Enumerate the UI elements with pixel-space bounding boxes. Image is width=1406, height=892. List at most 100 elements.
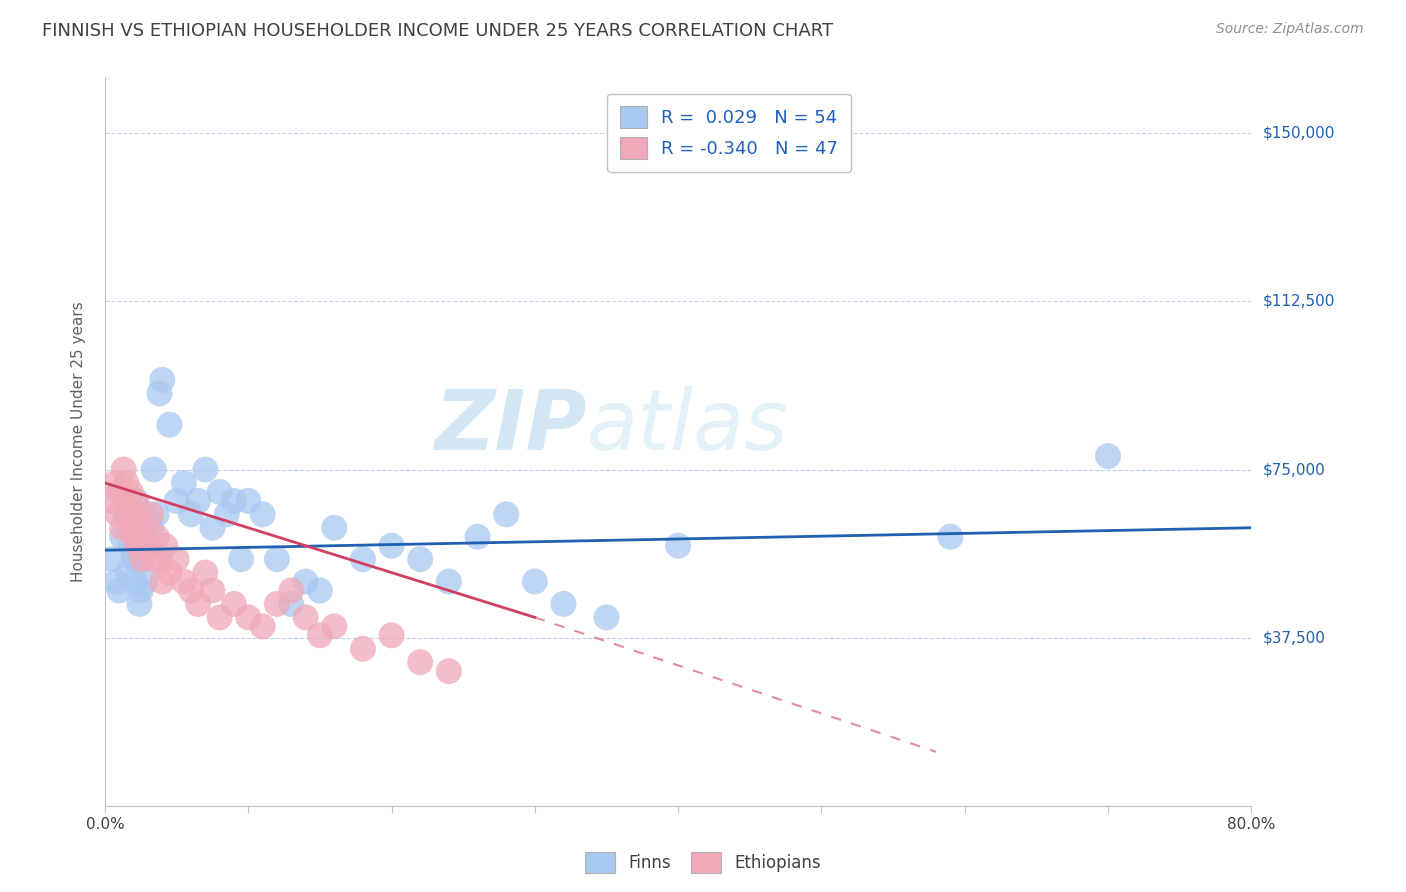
Point	[142, 462, 165, 476]
Point	[187, 494, 209, 508]
Point	[238, 494, 260, 508]
Point	[139, 521, 162, 535]
Point	[309, 583, 332, 598]
Point	[208, 484, 231, 499]
Point	[107, 508, 129, 522]
Point	[117, 566, 139, 580]
Point	[108, 484, 131, 499]
Point	[128, 508, 150, 522]
Point	[117, 508, 139, 522]
Point	[124, 574, 146, 589]
Legend: R =  0.029   N = 54, R = -0.340   N = 47: R = 0.029 N = 54, R = -0.340 N = 47	[607, 94, 851, 172]
Point	[409, 655, 432, 669]
Point	[194, 566, 217, 580]
Point	[229, 552, 252, 566]
Point	[194, 462, 217, 476]
Point	[939, 530, 962, 544]
Point	[222, 494, 245, 508]
Point	[136, 539, 159, 553]
Point	[114, 494, 136, 508]
Point	[125, 521, 148, 535]
Point	[280, 597, 302, 611]
Point	[1097, 449, 1119, 463]
Point	[142, 552, 165, 566]
Point	[266, 552, 288, 566]
Point	[266, 597, 288, 611]
Point	[121, 521, 143, 535]
Point	[159, 566, 181, 580]
Point	[135, 508, 157, 522]
Text: $112,500: $112,500	[1263, 294, 1334, 309]
Point	[148, 552, 170, 566]
Point	[118, 521, 141, 535]
Point	[134, 521, 156, 535]
Point	[132, 530, 155, 544]
Point	[159, 417, 181, 432]
Point	[180, 508, 202, 522]
Point	[153, 539, 176, 553]
Point	[380, 628, 402, 642]
Point	[104, 475, 127, 490]
Point	[129, 583, 152, 598]
Point	[166, 552, 188, 566]
Point	[114, 508, 136, 522]
Point	[409, 552, 432, 566]
Point	[127, 539, 149, 553]
Point	[120, 539, 142, 553]
Point	[309, 628, 332, 642]
Y-axis label: Householder Income Under 25 years: Householder Income Under 25 years	[72, 301, 86, 582]
Point	[467, 530, 489, 544]
Text: $37,500: $37,500	[1263, 630, 1326, 645]
Point	[129, 530, 152, 544]
Point	[252, 619, 274, 633]
Point	[122, 552, 145, 566]
Point	[128, 597, 150, 611]
Point	[121, 508, 143, 522]
Point	[294, 610, 316, 624]
Point	[437, 664, 460, 678]
Point	[187, 597, 209, 611]
Text: ZIP: ZIP	[434, 386, 586, 467]
Point	[124, 494, 146, 508]
Text: FINNISH VS ETHIOPIAN HOUSEHOLDER INCOME UNDER 25 YEARS CORRELATION CHART: FINNISH VS ETHIOPIAN HOUSEHOLDER INCOME …	[42, 22, 834, 40]
Point	[145, 530, 167, 544]
Point	[201, 583, 224, 598]
Point	[495, 508, 517, 522]
Point	[208, 610, 231, 624]
Point	[134, 574, 156, 589]
Point	[127, 552, 149, 566]
Point	[105, 574, 128, 589]
Point	[101, 494, 124, 508]
Point	[173, 475, 195, 490]
Point	[139, 508, 162, 522]
Text: $150,000: $150,000	[1263, 126, 1334, 141]
Text: atlas: atlas	[586, 386, 787, 467]
Text: $75,000: $75,000	[1263, 462, 1324, 477]
Point	[136, 539, 159, 553]
Legend: Finns, Ethiopians: Finns, Ethiopians	[578, 846, 828, 880]
Point	[122, 530, 145, 544]
Point	[380, 539, 402, 553]
Point	[523, 574, 546, 589]
Point	[131, 552, 153, 566]
Point	[666, 539, 689, 553]
Point	[131, 521, 153, 535]
Point	[323, 521, 346, 535]
Point	[294, 574, 316, 589]
Point	[111, 530, 134, 544]
Point	[437, 574, 460, 589]
Point	[111, 521, 134, 535]
Point	[215, 508, 238, 522]
Point	[148, 386, 170, 401]
Point	[145, 508, 167, 522]
Point	[323, 619, 346, 633]
Point	[252, 508, 274, 522]
Point	[101, 552, 124, 566]
Point	[173, 574, 195, 589]
Point	[553, 597, 575, 611]
Point	[108, 583, 131, 598]
Point	[125, 494, 148, 508]
Point	[352, 641, 374, 656]
Point	[120, 484, 142, 499]
Point	[150, 574, 173, 589]
